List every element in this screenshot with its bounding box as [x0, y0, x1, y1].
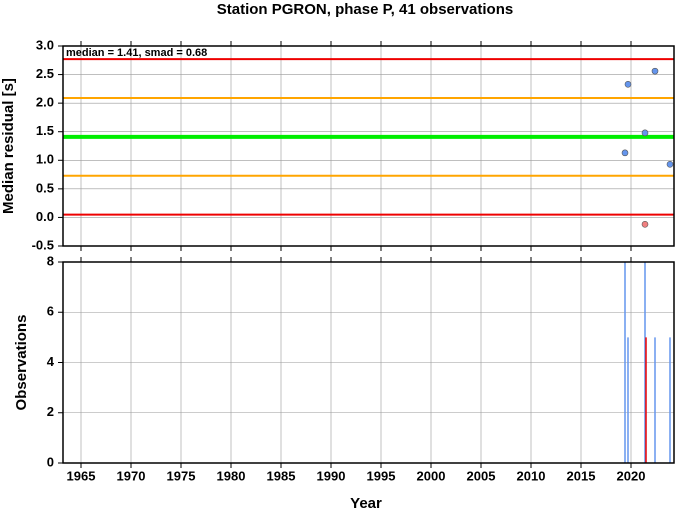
y-tick-label: 4 [47, 354, 55, 369]
x-tick-label: 1975 [167, 468, 196, 483]
y-tick-label: 0.0 [36, 209, 54, 224]
x-tick-label: 1970 [117, 468, 146, 483]
y-tick-label: 3.0 [36, 37, 54, 52]
x-tick-label: 2000 [417, 468, 446, 483]
y-axis-label: Observations [13, 315, 30, 411]
y-tick-label: 2.0 [36, 95, 54, 110]
y-tick-label: 2 [47, 404, 54, 419]
y-tick-label: 6 [47, 304, 54, 319]
x-axis-label: Year [350, 495, 382, 511]
y-tick-label: 0 [47, 454, 54, 469]
point [624, 80, 632, 88]
x-tick-label: 2015 [567, 468, 596, 483]
y-tick-label: 1.0 [36, 152, 54, 167]
y-tick-label: -0.5 [32, 237, 54, 252]
x-tick-label: 1995 [367, 468, 396, 483]
point [666, 160, 674, 168]
y-tick-label: 8 [47, 253, 54, 268]
y-tick-label: 2.5 [36, 66, 54, 81]
x-tick-label: 1965 [67, 468, 96, 483]
x-tick-label: 1985 [267, 468, 296, 483]
point [641, 220, 649, 228]
x-tick-label: 1990 [317, 468, 346, 483]
plot-frame [62, 261, 675, 464]
x-tick-label: 1980 [217, 468, 246, 483]
x-tick-label: 2020 [617, 468, 646, 483]
y-axis-label: Median residual [s] [0, 78, 17, 214]
y-tick-label: 1.5 [36, 123, 54, 138]
point [651, 67, 659, 75]
point [621, 149, 629, 157]
y-tick-label: 0.5 [36, 180, 54, 195]
x-tick-label: 2010 [517, 468, 546, 483]
chart-title: Station PGRON, phase P, 41 observations [217, 1, 513, 18]
point [641, 129, 649, 137]
annotation: median = 1.41, smad = 0.68 [66, 47, 207, 59]
x-tick-label: 2005 [467, 468, 496, 483]
plot-frame [62, 45, 675, 247]
